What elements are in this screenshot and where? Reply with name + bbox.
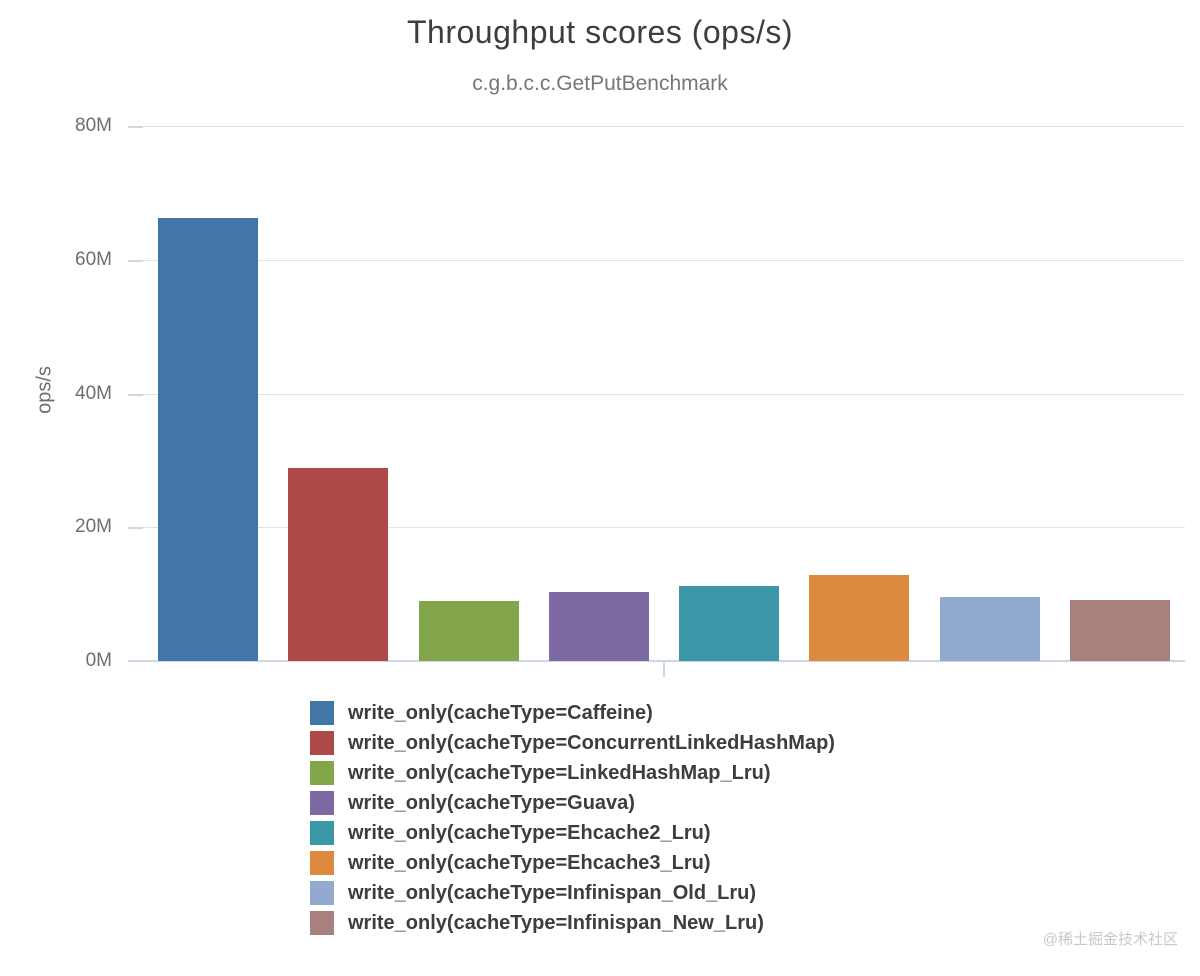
legend-label: write_only(cacheType=Infinispan_Old_Lru): [348, 881, 757, 904]
legend-label: write_only(cacheType=Infinispan_New_Lru): [348, 911, 764, 934]
gridline: [143, 393, 1185, 395]
plot-area: [128, 126, 1185, 662]
legend-item: write_only(cacheType=Ehcache2_Lru): [310, 818, 835, 848]
bar-series-4: [679, 586, 780, 661]
bar-series-2: [418, 600, 519, 661]
legend-item: write_only(cacheType=Infinispan_Old_Lru): [310, 878, 835, 908]
y-axis-tick: [128, 527, 143, 530]
legend-item: write_only(cacheType=Guava): [310, 788, 835, 818]
legend-swatch-icon: [310, 731, 334, 755]
bar-series-3: [548, 592, 649, 661]
y-tick-label: 0M: [85, 650, 112, 671]
legend-swatch-icon: [310, 701, 334, 725]
legend-item: write_only(cacheType=Ehcache3_Lru): [310, 848, 835, 878]
y-axis-tick: [128, 126, 143, 128]
watermark: @稀土掘金技术社区: [1042, 931, 1178, 948]
legend-label: write_only(cacheType=LinkedHashMap_Lru): [348, 761, 771, 784]
bar-series-7: [1069, 600, 1170, 661]
bar-series-1: [288, 468, 389, 661]
y-tick-label: 80M: [75, 115, 112, 136]
legend-swatch-icon: [310, 761, 334, 785]
legend-item: write_only(cacheType=Infinispan_New_Lru): [310, 908, 835, 938]
legend-item: write_only(cacheType=ConcurrentLinkedHas…: [310, 728, 835, 758]
legend-label: write_only(cacheType=Ehcache3_Lru): [348, 851, 711, 874]
chart-subtitle: c.g.b.c.c.GetPutBenchmark: [472, 72, 728, 95]
legend-label: write_only(cacheType=ConcurrentLinkedHas…: [348, 731, 835, 754]
y-axis-tick: [128, 259, 143, 262]
legend-label: write_only(cacheType=Guava): [348, 791, 635, 814]
bar-series-6: [939, 596, 1040, 661]
y-tick-label: 40M: [75, 382, 112, 404]
gridline: [143, 527, 1185, 529]
gridline: [143, 126, 1185, 127]
y-tick-label: 60M: [75, 248, 112, 270]
legend-swatch-icon: [310, 881, 334, 905]
legend-label: write_only(cacheType=Ehcache2_Lru): [348, 821, 711, 844]
bar-series-0: [158, 217, 259, 661]
legend-item: write_only(cacheType=LinkedHashMap_Lru): [310, 758, 835, 788]
chart-title: Throughput scores (ops/s): [407, 14, 793, 50]
legend-swatch-icon: [310, 821, 334, 845]
legend-item: write_only(cacheType=Caffeine): [310, 698, 835, 728]
bar-series-5: [809, 575, 910, 661]
x-axis-line: [128, 660, 1185, 662]
legend-label: write_only(cacheType=Caffeine): [348, 701, 653, 724]
legend: write_only(cacheType=Caffeine) write_only…: [310, 698, 835, 938]
legend-swatch-icon: [310, 851, 334, 875]
legend-swatch-icon: [310, 791, 334, 815]
x-axis-tick: [663, 661, 665, 677]
y-tick-label: 20M: [75, 516, 112, 538]
legend-swatch-icon: [310, 911, 334, 935]
gridline: [143, 259, 1185, 261]
y-axis-tick: [128, 393, 143, 396]
